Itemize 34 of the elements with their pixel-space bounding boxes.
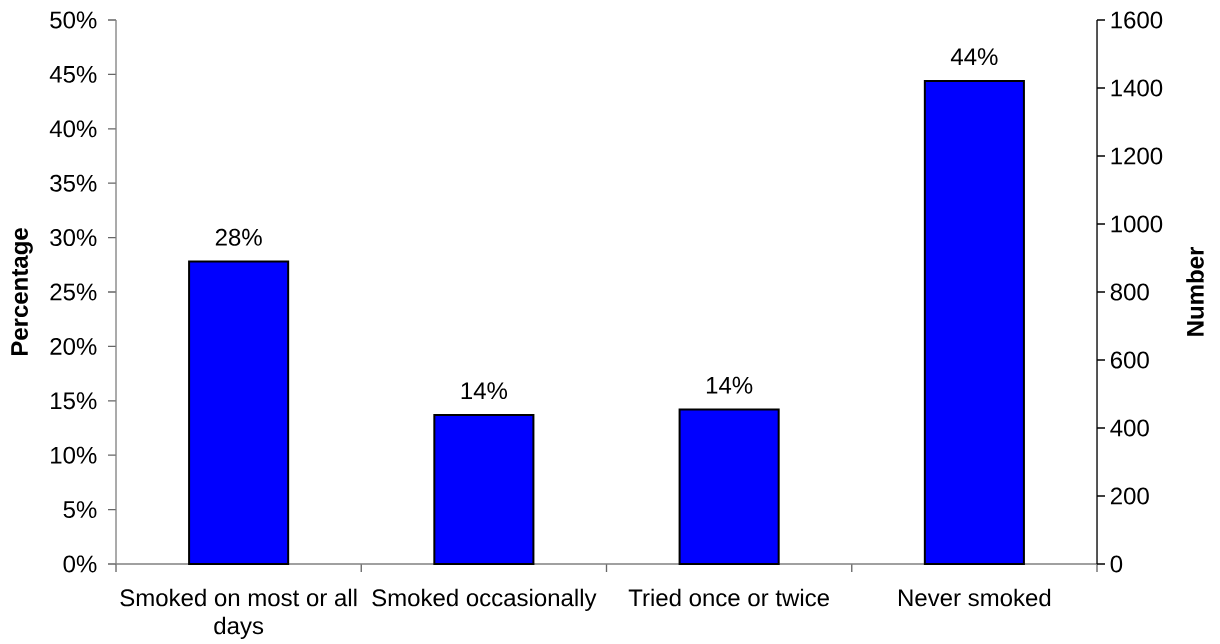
y-tick-label: 35%: [50, 174, 97, 192]
x-tick-label: Tried once or twice: [628, 588, 829, 607]
y-tick-label: 0%: [63, 555, 97, 573]
y2-tick-label: 200: [1110, 487, 1149, 505]
x-tick-label: Never smoked: [898, 588, 1051, 607]
y2-tick-label: 800: [1110, 283, 1149, 301]
y-tick-label: 50%: [50, 11, 97, 29]
data-label: 14%: [706, 376, 753, 394]
y-tick-label: 5%: [63, 501, 97, 519]
y-tick-label: 15%: [51, 392, 97, 410]
y2-tick-label: 1400: [1111, 79, 1163, 97]
y2-tick-label: 0: [1110, 555, 1123, 573]
y2-axis-title: Number: [1186, 247, 1204, 336]
data-label: 14%: [461, 382, 508, 400]
x-tick-label: Smoked on most or all days: [120, 588, 357, 640]
y2-tick-label: 1200: [1111, 147, 1163, 165]
data-label: 28%: [215, 228, 262, 246]
y-tick-label: 10%: [51, 446, 97, 464]
y2-tick-label: 400: [1110, 419, 1149, 437]
y2-tick-label: 600: [1110, 351, 1149, 369]
y2-tick-label: 1600: [1111, 11, 1163, 29]
x-tick-label: Smoked occasionally: [372, 588, 597, 612]
y-tick-label: 45%: [49, 65, 97, 83]
y-axis-title: Percentage: [11, 228, 33, 356]
bar: [188, 260, 290, 565]
y2-tick-label: 1000: [1111, 215, 1163, 233]
bar: [923, 79, 1025, 565]
bar: [678, 408, 780, 565]
y-tick-label: 30%: [50, 229, 97, 247]
data-label: 44%: [950, 48, 998, 66]
y-tick-label: 20%: [50, 337, 97, 355]
bar: [433, 413, 535, 565]
y-tick-label: 40%: [49, 120, 97, 138]
y-tick-label: 25%: [50, 283, 97, 301]
